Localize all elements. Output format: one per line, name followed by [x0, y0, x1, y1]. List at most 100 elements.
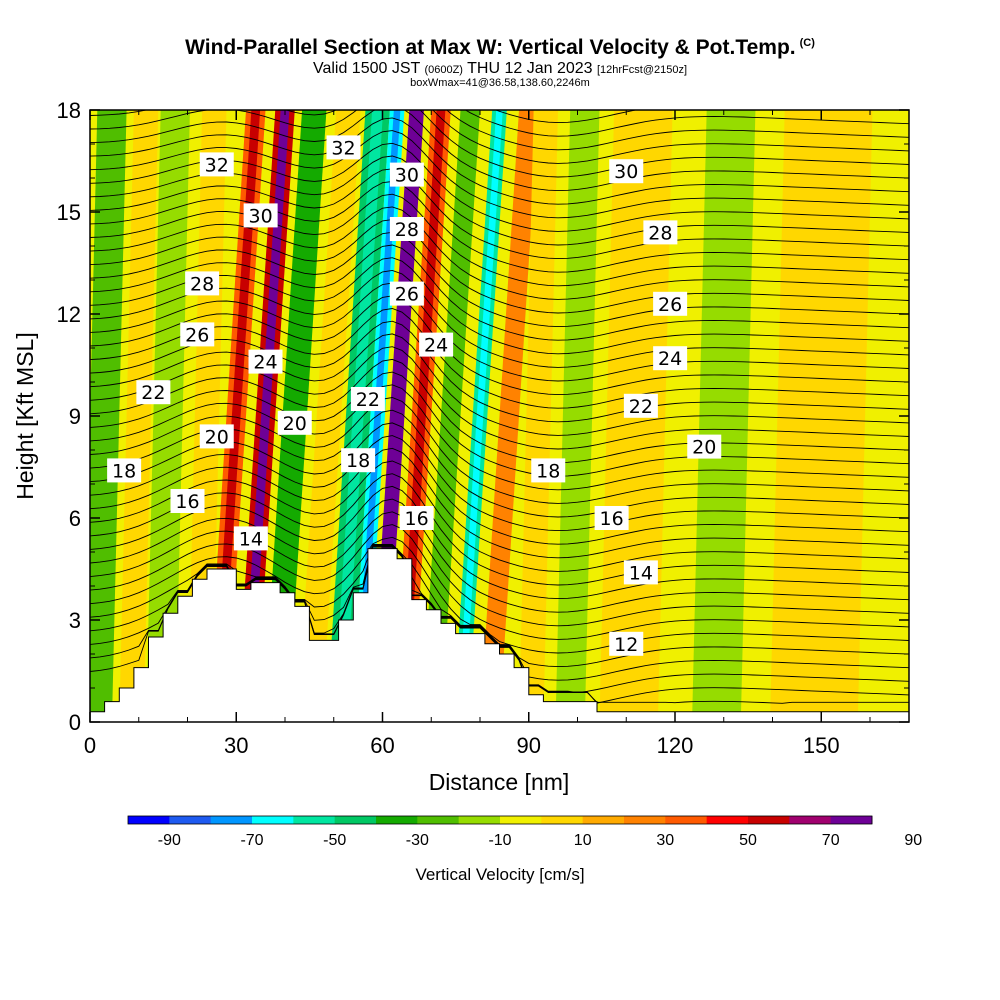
contour-label-24: 16: [399, 506, 434, 530]
contour-label-box: [594, 506, 629, 530]
isentrope-line-41: [90, 110, 909, 164]
axes: 0 30 60 90 120 150 0 3 6 9 12 15 18: [57, 98, 909, 758]
isentrope-line-37: [90, 130, 909, 219]
contour-label-12: 24: [419, 332, 454, 357]
contour-label-box: [653, 346, 688, 371]
contour-label-text: 20: [283, 413, 307, 435]
x-tick-label-5: 150: [803, 733, 840, 758]
contour-label-box: [389, 281, 424, 306]
contour-label-box: [277, 410, 312, 435]
contour-labels: 32 32 30 30 30 28 28 28 26 26 26 24 24 24 22 22 22 20 20 20…: [107, 135, 722, 656]
isentrope-line-17: [90, 384, 909, 491]
isentrope-line-19: [90, 358, 909, 464]
colorbar-swatch-12: [624, 816, 666, 824]
colorbar-tick-label-3: -30: [406, 832, 429, 849]
isentrope-line-22: [90, 320, 909, 423]
colorbar-frame: [127, 815, 873, 825]
y-tick-label-1: 3: [69, 608, 81, 633]
isentrope-line-39: [90, 110, 909, 192]
contour-label-28: 12: [609, 631, 644, 656]
contour-label-box: [233, 526, 268, 551]
colorbar-swatch-0: [128, 816, 170, 824]
contour-label-box: [199, 152, 234, 177]
contour-label-box: [341, 448, 376, 473]
colorbar: -90 -70 -50 -30 -10 10 30 50 70 90: [127, 815, 922, 849]
colorbar-swatch-9: [500, 816, 542, 824]
isentrope-line-26: [90, 269, 909, 368]
colorbar-swatch-15: [748, 816, 790, 824]
isentrope-line-28: [90, 244, 909, 341]
valid-time-line: Valid 1500 JST (0600Z) THU 12 Jan 2023 […: [0, 60, 1000, 78]
colorbar-swatch-17: [830, 816, 873, 824]
contour-label-text: 30: [395, 165, 419, 187]
contour-label-box: [170, 489, 205, 513]
y-tick-label-4: 12: [57, 302, 81, 327]
contour-label-text: 16: [175, 491, 199, 513]
velocity-band-2: [146, 110, 190, 722]
contour-label-25: 16: [594, 506, 629, 530]
contour-label-box: [136, 380, 171, 405]
contour-label-box: [389, 162, 424, 187]
x-tick-label-4: 120: [657, 733, 694, 758]
colorbar-swatch-5: [334, 816, 377, 824]
contour-label-text: 26: [185, 324, 209, 346]
contour-label-box: [185, 271, 220, 296]
contour-label-text: 14: [239, 528, 263, 550]
isentrope-line-24: [90, 295, 909, 396]
isentrope-line-33: [90, 181, 909, 273]
contour-label-box: [326, 135, 361, 160]
isentrope-line-13: [90, 435, 909, 545]
contour-label-27: 14: [623, 560, 658, 585]
contour-label-18: 20: [277, 410, 312, 435]
contour-label-text: 22: [629, 396, 653, 418]
x-tick-label-0: 0: [84, 733, 96, 758]
contour-label-text: 14: [629, 562, 653, 584]
colorbar-tick-label-9: 90: [904, 832, 922, 849]
contour-label-text: 32: [331, 137, 355, 159]
colorbar-swatch-2: [210, 816, 253, 824]
contour-label-3: 30: [389, 162, 424, 187]
contour-label-2: 30: [243, 203, 278, 228]
y-tick-label-6: 18: [57, 98, 81, 123]
isentrope-line-46: [90, 16, 909, 95]
colorbar-tick-label-7: 50: [739, 832, 757, 849]
colorbar-tick-label-4: -10: [488, 832, 511, 849]
title-main: Wind-Parallel Section at Max W: Vertical…: [185, 36, 796, 59]
contour-label-box: [531, 458, 566, 483]
contour-label-box: [643, 220, 678, 245]
valid-prefix: Valid 1500 JST: [312, 60, 420, 77]
contour-label-6: 28: [389, 217, 424, 241]
contour-label-box: [107, 458, 142, 483]
colorbar-swatch-4: [293, 816, 336, 824]
contour-label-text: 16: [405, 508, 429, 530]
contour-label-text: 22: [356, 389, 380, 411]
isentrope-line-16: [90, 397, 909, 504]
contour-label-text: 28: [648, 222, 672, 244]
contour-label-26: 14: [233, 526, 268, 551]
contour-label-5: 28: [185, 271, 220, 296]
copyright-mark: (C): [799, 37, 815, 49]
contour-label-text: 24: [658, 348, 682, 370]
contour-label-box: [609, 159, 644, 184]
velocity-band-15: [519, 110, 558, 722]
isentrope-line-38: [90, 117, 909, 205]
isentrope-line-27: [90, 257, 909, 355]
colorbar-swatch-16: [789, 816, 832, 824]
contour-label-box: [350, 387, 385, 411]
isentrope-line-12: [90, 447, 909, 559]
contour-label-box: [389, 217, 424, 241]
contour-label-box: [199, 424, 234, 449]
isentrope-line-31: [90, 206, 909, 300]
contour-label-text: 22: [141, 382, 165, 404]
contour-label-text: 24: [253, 352, 277, 374]
contour-label-box: [623, 560, 658, 585]
contour-label-text: 18: [536, 460, 560, 482]
contour-label-text: 12: [614, 634, 638, 656]
velocity-band-14: [480, 110, 539, 722]
isentrope-line-11: [90, 460, 909, 572]
velocity-core-8: [333, 110, 384, 722]
x-tick-label-1: 30: [224, 733, 248, 758]
colorbar-tick-label-5: 10: [574, 832, 592, 849]
isentrope-line-34: [90, 168, 909, 260]
contour-label-text: 30: [249, 205, 273, 227]
